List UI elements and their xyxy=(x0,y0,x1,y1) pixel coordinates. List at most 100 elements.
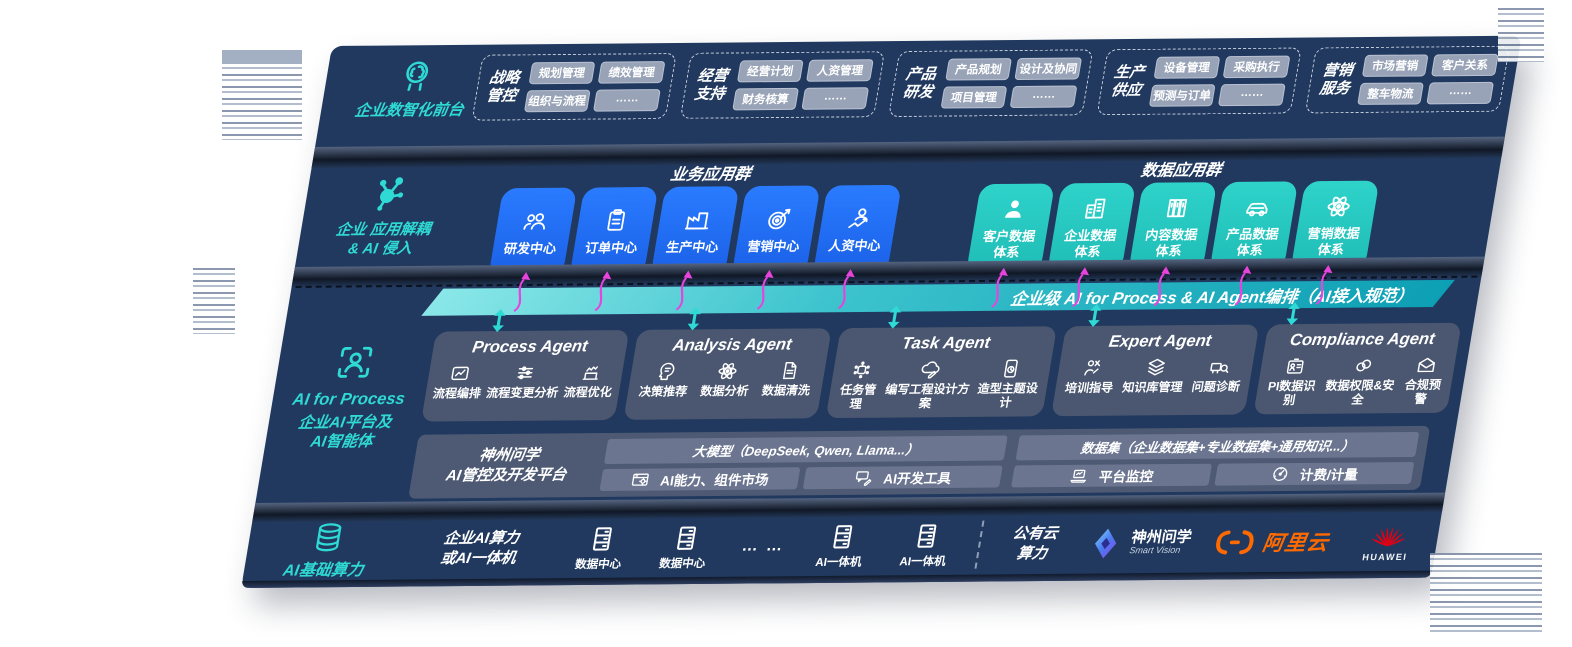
teal-double-arrow xyxy=(684,307,704,330)
teal-double-arrow xyxy=(885,306,905,329)
server-icon xyxy=(669,523,704,553)
agent-item: 造型主题设计 xyxy=(971,357,1046,410)
devtools-icon xyxy=(852,468,875,488)
agent-item-label: 任务管理 xyxy=(838,382,878,411)
alibaba-cloud-text: 阿里云 xyxy=(1260,531,1331,556)
group-marketing-service: 营销服务 市场营销 客户关系 整车物流 …… xyxy=(1304,45,1511,114)
app-box-label: 生产中心 xyxy=(665,239,720,255)
data-box-label: 营销数据体系 xyxy=(1306,225,1361,257)
dataset-bar: 数据集（企业数据集+专业数据集+通用知识...） xyxy=(1015,431,1420,461)
data-box-customer: 客户数据体系 xyxy=(966,183,1055,273)
agent-item-label: 编写工程设计方案 xyxy=(884,381,971,411)
agent-item: 数据权限&安全 xyxy=(1319,354,1403,407)
flowchart-icon xyxy=(447,362,473,384)
chip: …… xyxy=(1426,81,1495,105)
platform-model-group: 大模型（DeepSeek, Qwen, Llama...） AI能力、组件市场 … xyxy=(599,435,1008,491)
agent-cards: Process Agent 流程编排 流程变更分析 流程优化 xyxy=(421,322,1462,422)
app-box-marketing-center: 营销中心 xyxy=(731,185,821,275)
server-icon xyxy=(585,524,620,554)
agent-compliance: Compliance Agent PI数据识别 数据权限&安全 合规预警 xyxy=(1253,322,1462,415)
smartvision-name: 神州问学 xyxy=(1130,528,1194,547)
agent-title: Process Agent xyxy=(470,337,590,357)
cell-label: 平台监控 xyxy=(1097,469,1155,485)
teal-double-arrow xyxy=(489,309,509,332)
group-title: 生产供应 xyxy=(1109,63,1146,100)
platform-label-line2: AI管控及开发平台 xyxy=(444,466,568,485)
agent-title: Compliance Agent xyxy=(1288,329,1437,350)
enterprise-compute-label: 企业AI算力 或AI一体机 xyxy=(402,528,557,570)
app-box-label: 人资中心 xyxy=(827,237,882,254)
books-icon xyxy=(1160,194,1192,221)
group-title: 战略管控 xyxy=(484,69,521,105)
agent-item: 问题诊断 xyxy=(1191,356,1246,395)
public-cloud-line2: 算力 xyxy=(1015,544,1049,563)
server-icon xyxy=(909,521,944,551)
agent-item: 合规预警 xyxy=(1397,354,1451,407)
group-title: 营销服务 xyxy=(1318,62,1355,98)
data-apps-header: 数据应用群 xyxy=(1139,162,1223,180)
group-operations: 经营支持 经营计划 人资管理 财务核算 …… xyxy=(679,51,886,119)
diagnose-icon xyxy=(1206,356,1232,378)
public-cloud-label: 公有云 算力 xyxy=(993,524,1074,565)
team-icon xyxy=(519,208,551,235)
app-box-production-center: 生产中心 xyxy=(650,186,740,275)
enterprise-compute-line2: 或AI一体机 xyxy=(439,549,518,568)
sliders-icon xyxy=(513,362,539,384)
teal-double-arrow xyxy=(1085,304,1105,327)
chip: 整车物流 xyxy=(1356,82,1425,105)
document-icon xyxy=(776,359,802,381)
tablet-design-icon xyxy=(998,357,1024,379)
data-box-product: 产品数据体系 xyxy=(1209,181,1299,271)
chip: 规划管理 xyxy=(528,61,596,85)
brain-head-icon xyxy=(393,57,437,95)
server-icon xyxy=(825,522,860,552)
architecture-board: 企业数智化前台 战略管控 规划管理 绩效管理 组织与流程 …… 经营支持 经营计… xyxy=(241,35,1522,588)
huawei-flower-icon xyxy=(1370,526,1406,547)
layer-label-decoupling: 企业 应用解耦 & AI 侵入 xyxy=(312,173,459,260)
chip: …… xyxy=(801,87,870,110)
agent-item-label: 数据分析 xyxy=(699,383,750,399)
agent-item: 培训指导 xyxy=(1064,357,1119,396)
layer-label-compute: AI基础算力 xyxy=(252,520,400,581)
agent-item-label: 培训指导 xyxy=(1063,380,1115,396)
app-box-hr-center: 人资中心 xyxy=(812,184,902,274)
training-icon xyxy=(1080,357,1106,379)
ellipsis-text: … … xyxy=(740,537,786,555)
mail-alert-icon xyxy=(1413,354,1439,376)
business-apps-header: 业务应用群 xyxy=(668,166,752,184)
agent-item: 编写工程设计方案 xyxy=(880,358,977,411)
chip: 财务核算 xyxy=(731,87,800,111)
atom-icon xyxy=(1322,193,1354,220)
person-frame-icon xyxy=(330,341,379,383)
molecule-icon xyxy=(365,173,414,215)
layer-label-front-office: 企业数智化前台 xyxy=(345,57,480,121)
data-box-label: 企业数据体系 xyxy=(1062,227,1118,259)
optimize-machine-icon xyxy=(578,361,604,383)
cloud-pen-icon xyxy=(918,358,944,380)
database-icon xyxy=(309,520,349,554)
agent-process: Process Agent 流程编排 流程变更分析 流程优化 xyxy=(421,329,630,422)
group-title: 经营支持 xyxy=(693,67,730,103)
cell-label: AI能力、组件市场 xyxy=(659,472,770,489)
agent-item-label: 流程优化 xyxy=(562,385,613,400)
hr-person-icon xyxy=(843,205,875,232)
cell-platform-monitor: 平台监控 xyxy=(1011,463,1212,488)
agent-item-label: 数据清洗 xyxy=(760,383,812,398)
cell-ai-devtools: AI开发工具 xyxy=(802,465,1003,490)
smartvision-logo: 神州问学 Smart Vision xyxy=(1086,526,1194,561)
app-box-rd-center: 研发中心 xyxy=(488,187,578,277)
chip: 绩效管理 xyxy=(597,61,666,84)
chip: 客户关系 xyxy=(1431,53,1499,77)
stripe-decoration xyxy=(1430,553,1542,637)
decoupling-label-line1: 企业 应用解耦 xyxy=(334,220,432,239)
data-box-label: 内容数据体系 xyxy=(1144,227,1199,259)
cell-ai-marketplace: AI能力、组件市场 xyxy=(599,467,800,491)
public-cloud-line1: 公有云 xyxy=(1011,524,1060,543)
compute-layer-label: AI基础算力 xyxy=(281,561,365,580)
chip: 设计及协同 xyxy=(1014,57,1083,80)
chip: …… xyxy=(593,89,661,112)
cell-billing: 计费/计量 xyxy=(1213,461,1415,486)
chip: 预测与订单 xyxy=(1148,84,1216,107)
layers-icon xyxy=(1143,356,1169,378)
teal-double-arrow xyxy=(1283,302,1303,325)
